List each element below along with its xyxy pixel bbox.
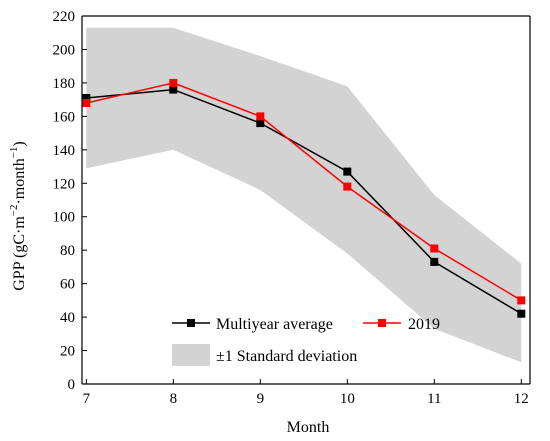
y-tick-label-4: 80 [60,243,75,259]
series-line-1 [86,82,522,302]
series-1-point-5 [517,296,526,305]
legend-label-std: ±1 Standard deviation [216,348,357,365]
x-axis-label: Month [287,419,330,436]
series-line-0 [86,88,522,315]
legend-marker-2019 [378,319,386,327]
y-tick-label-9: 180 [53,76,76,92]
x-tick-label-4: 11 [427,391,441,407]
y-tick-label-6: 120 [53,176,76,192]
y-tick-label-0: 0 [68,377,76,393]
series-0-point-5 [517,309,526,318]
series-0-point-3 [343,167,352,176]
series-1-point-4 [430,244,439,253]
series-1-point-3 [343,182,352,191]
y-tick-label-10: 200 [53,42,76,58]
y-axis-label-exp2: −1 [8,147,20,159]
y-tick-label-3: 60 [60,277,75,293]
x-tick-label-0: 7 [83,391,91,407]
x-tick-label-2: 9 [257,391,265,407]
legend-label-2019: 2019 [408,316,440,333]
legend-label-multiyear: Multiyear average [216,316,333,333]
series-1-point-0 [82,99,91,107]
y-tick-label-8: 160 [53,109,76,125]
std-band-area [86,27,522,363]
legend-marker-multiyear [187,319,195,327]
x-tick-label-3: 10 [340,391,355,407]
y-axis-label-end: ) [11,141,28,146]
std-band-layer [86,27,522,363]
y-axis-label-mid: ·month [11,158,28,204]
y-axis-label-exp1: −2 [8,205,20,217]
y-tick-label-7: 140 [53,143,76,159]
series-0-point-1 [169,85,178,94]
y-tick-label-5: 100 [53,210,76,226]
legend-swatch-std [172,344,210,366]
x-tick-label-1: 8 [170,391,178,407]
axes-layer [81,15,531,385]
y-tick-label-1: 20 [60,344,75,360]
series-1-point-1 [169,78,178,87]
series-0-point-2 [256,119,265,128]
x-tick-label-5: 12 [514,391,529,407]
y-axis-label-main: GPP (gC·m [11,216,28,291]
y-tick-label-11: 220 [53,9,76,25]
legend: Multiyear average 2019 ±1 Standard devia… [172,316,440,366]
series-0-point-4 [430,257,439,266]
series-layer [82,78,526,318]
y-tick-label-2: 40 [60,310,75,326]
series-1-point-2 [256,112,265,121]
y-axis-label: GPP (gC·m−2·month−1) [8,141,28,291]
series-0-point-0 [82,94,91,102]
